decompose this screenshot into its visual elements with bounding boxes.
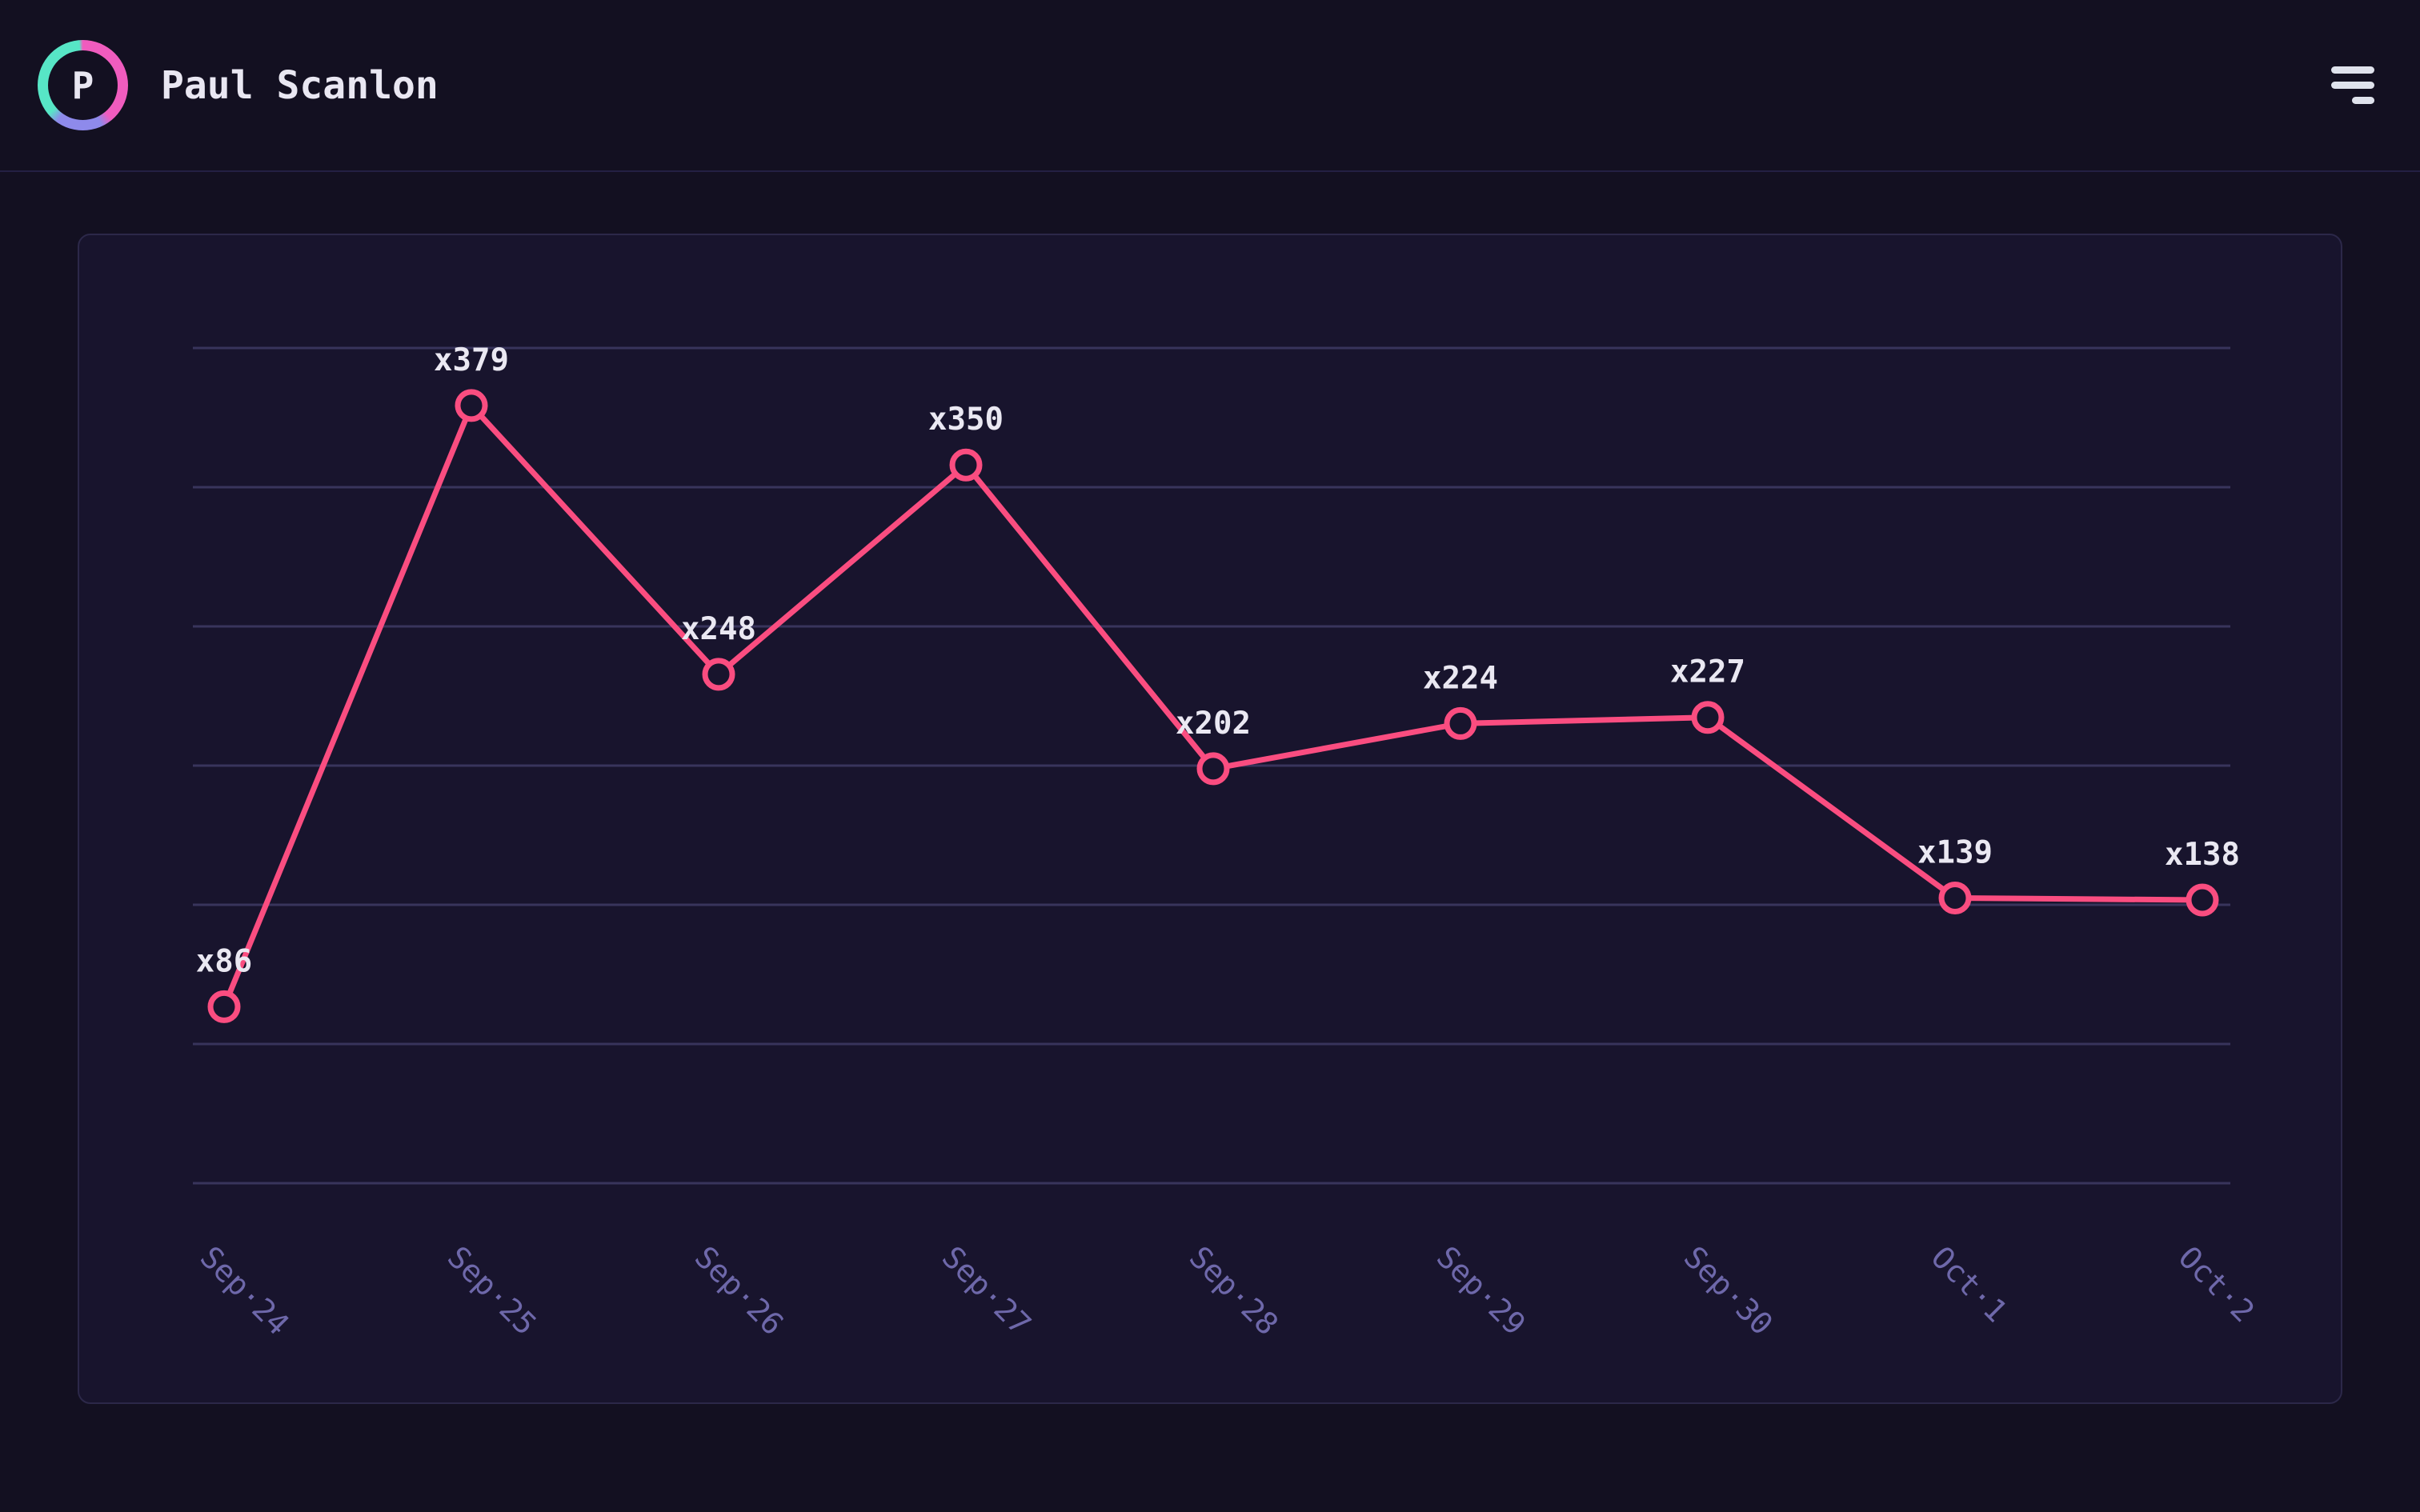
menu-bar <box>2331 66 2374 74</box>
x-axis-tick-label: Sep·27 <box>936 1239 1038 1342</box>
x-axis-tick-label: Sep·26 <box>688 1239 791 1342</box>
x-axis-tick-label: Sep·30 <box>1677 1239 1780 1342</box>
data-point[interactable] <box>1444 706 1477 740</box>
point-label: x350 <box>928 402 1004 438</box>
page-title: Paul Scanlon <box>161 62 439 108</box>
menu-bar <box>2352 97 2374 104</box>
point-label: x139 <box>1917 834 1993 870</box>
data-point[interactable] <box>207 990 241 1023</box>
hamburger-menu-icon[interactable] <box>2331 66 2374 104</box>
data-point[interactable] <box>1938 881 1972 914</box>
point-label: x248 <box>681 611 756 647</box>
avatar[interactable]: P <box>38 40 128 130</box>
point-label: x224 <box>1423 660 1498 696</box>
menu-bar <box>2331 82 2374 89</box>
data-point[interactable] <box>1691 701 1725 734</box>
avatar-initial: P <box>48 50 118 120</box>
data-point[interactable] <box>455 389 488 422</box>
point-label: x202 <box>1176 706 1251 742</box>
data-point[interactable] <box>949 448 983 482</box>
data-point[interactable] <box>702 658 735 691</box>
data-point[interactable] <box>2186 883 2219 917</box>
point-label: x227 <box>1670 654 1745 690</box>
x-axis-tick-label: Oct·1 <box>1925 1239 2014 1329</box>
point-label: x138 <box>2165 837 2240 873</box>
chart-card: x86 x379 x248 x350 x202 x224 x227 x139 x138 Sep·2… <box>78 234 2342 1404</box>
app-header: P Paul Scanlon <box>0 0 2420 172</box>
x-axis-tick-label: Sep·28 <box>1183 1239 1285 1342</box>
x-axis-tick-label: Sep·29 <box>1430 1239 1533 1342</box>
x-axis-tick-label: Oct·2 <box>2172 1239 2262 1329</box>
point-label: x379 <box>434 342 509 378</box>
data-point[interactable] <box>1196 752 1230 786</box>
line-chart: x86 x379 x248 x350 x202 x224 x227 x139 x138 Sep·2… <box>193 342 2262 1342</box>
x-axis-tick-label: Sep·25 <box>441 1239 543 1342</box>
x-axis-tick-label: Sep·24 <box>194 1239 296 1342</box>
point-label: x86 <box>196 943 252 979</box>
